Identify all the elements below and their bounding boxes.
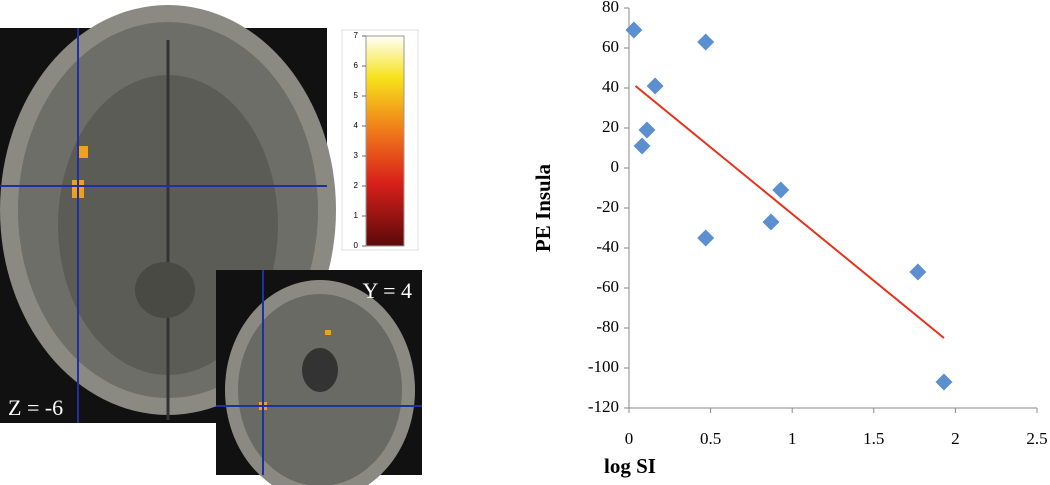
colorbar-tick-label: 3 bbox=[354, 151, 359, 160]
scatter-point bbox=[935, 373, 953, 391]
coronal-label: Y = 4 bbox=[363, 278, 412, 303]
y-tick-label: 60 bbox=[602, 37, 619, 56]
x-tick-label: 1 bbox=[788, 429, 797, 448]
scatter-plot: log SI PE Insula -120-100-80-60-40-20020… bbox=[531, 0, 1048, 478]
x-tick-label: 2 bbox=[951, 429, 960, 448]
scatter-point bbox=[909, 263, 927, 281]
colorbar-tick-label: 4 bbox=[354, 121, 359, 130]
scatter-point bbox=[646, 77, 664, 95]
scatter-point bbox=[762, 213, 780, 231]
scatter-point bbox=[638, 121, 656, 139]
y-tick-label: 80 bbox=[602, 0, 619, 16]
y-axis-label: PE Insula bbox=[531, 163, 555, 252]
colorbar: 0 1 2 3 4 5 6 7 bbox=[341, 29, 419, 251]
x-axis-label: log SI bbox=[604, 454, 656, 478]
y-tick-label: 0 bbox=[611, 157, 620, 176]
scatter-point bbox=[625, 21, 643, 39]
scatter-point bbox=[633, 137, 651, 155]
y-tick-label: -80 bbox=[596, 317, 619, 336]
colorbar-tick-label: 1 bbox=[354, 211, 359, 220]
colorbar-tick-label: 6 bbox=[354, 61, 359, 70]
scatter-point bbox=[697, 229, 715, 247]
y-tick-label: -120 bbox=[588, 397, 619, 416]
x-tick-label: 2.5 bbox=[1026, 429, 1047, 448]
scatter-point bbox=[697, 33, 715, 51]
y-tick-label: -60 bbox=[596, 277, 619, 296]
colorbar-tick-label: 7 bbox=[354, 31, 359, 40]
x-tick-label: 0 bbox=[625, 429, 634, 448]
x-tick-label: 1.5 bbox=[863, 429, 884, 448]
y-tick-label: 40 bbox=[602, 77, 619, 96]
y-tick-label: -100 bbox=[588, 357, 619, 376]
x-tick-label: 0.5 bbox=[700, 429, 721, 448]
colorbar-tick-label: 5 bbox=[354, 91, 359, 100]
scatter-point bbox=[772, 181, 790, 199]
coronal-image: Y = 4 bbox=[216, 270, 422, 485]
colorbar-tick-label: 0 bbox=[354, 241, 359, 250]
trendline bbox=[634, 85, 945, 339]
y-tick-label: -40 bbox=[596, 237, 619, 256]
y-tick-label: 20 bbox=[602, 117, 619, 136]
axial-label: Z = -6 bbox=[8, 395, 63, 420]
colorbar-tick-label: 2 bbox=[354, 181, 359, 190]
y-tick-label: -20 bbox=[596, 197, 619, 216]
